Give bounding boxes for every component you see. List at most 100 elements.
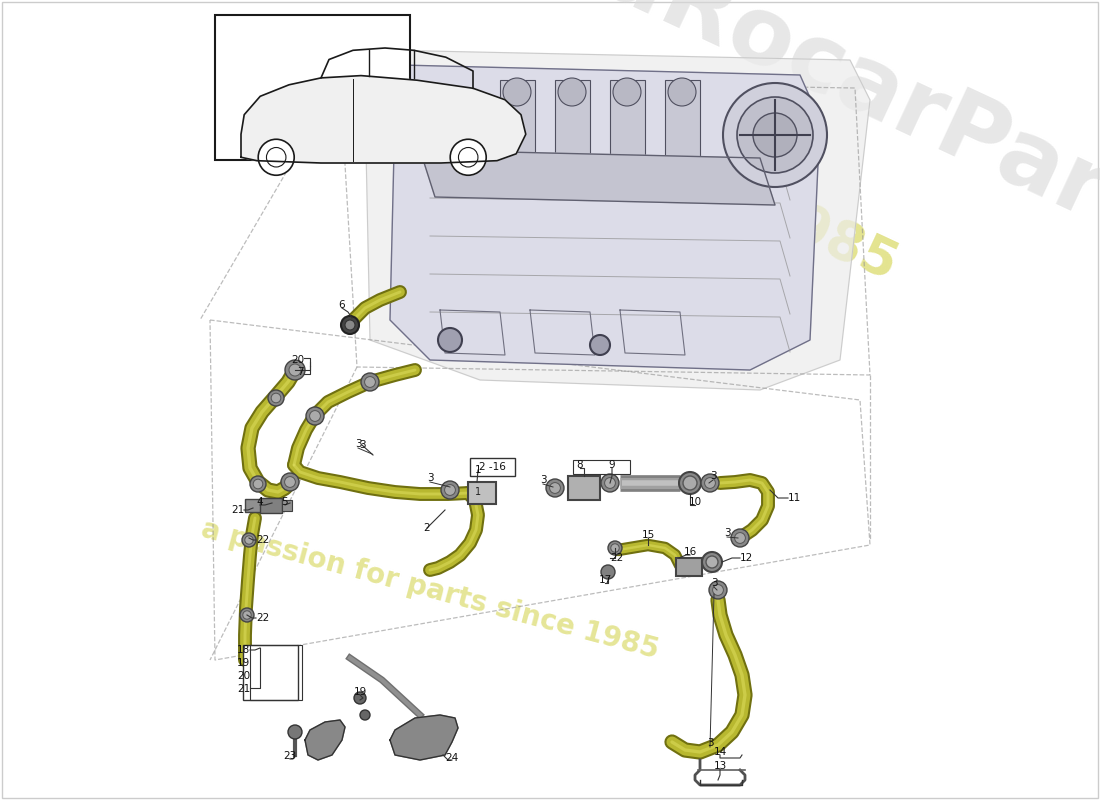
Bar (214, 15, 410, 160)
Text: 3: 3 (427, 473, 433, 483)
Text: 5: 5 (282, 497, 288, 507)
Text: 4: 4 (256, 497, 263, 507)
Circle shape (360, 710, 370, 720)
Circle shape (288, 725, 302, 739)
Text: 8: 8 (576, 460, 583, 470)
Circle shape (754, 113, 798, 157)
Text: 15: 15 (641, 530, 654, 540)
Text: 2: 2 (424, 523, 430, 533)
Text: 22: 22 (610, 553, 624, 563)
Circle shape (285, 360, 305, 380)
Polygon shape (241, 76, 526, 163)
Circle shape (701, 474, 719, 492)
Circle shape (710, 581, 727, 599)
Circle shape (450, 139, 486, 175)
Circle shape (706, 556, 718, 568)
Text: 22: 22 (256, 613, 270, 623)
Text: 3: 3 (724, 528, 730, 538)
Circle shape (280, 473, 299, 491)
Circle shape (309, 410, 320, 422)
Bar (676, 558, 702, 576)
Circle shape (441, 481, 459, 499)
Circle shape (438, 328, 462, 352)
Circle shape (705, 478, 715, 488)
Text: 1: 1 (475, 465, 482, 475)
Circle shape (613, 78, 641, 106)
Bar (500, 80, 535, 165)
Text: 13: 13 (714, 761, 727, 771)
Bar (245, 499, 265, 512)
Bar (468, 482, 496, 504)
Circle shape (737, 97, 813, 173)
Circle shape (444, 485, 455, 495)
Circle shape (268, 390, 284, 406)
Circle shape (240, 608, 254, 622)
Text: 21: 21 (231, 505, 244, 515)
Circle shape (723, 83, 827, 187)
Text: 9: 9 (608, 460, 615, 470)
Bar (556, 80, 590, 165)
Polygon shape (390, 715, 458, 760)
Circle shape (713, 585, 724, 595)
Circle shape (289, 364, 301, 376)
Text: 21: 21 (236, 684, 250, 694)
Text: 6: 6 (339, 300, 345, 310)
Text: 3: 3 (540, 475, 547, 485)
Circle shape (242, 533, 256, 547)
Text: 3: 3 (706, 738, 713, 748)
Text: 20: 20 (236, 671, 250, 681)
Circle shape (503, 78, 531, 106)
Circle shape (272, 393, 280, 403)
Bar (282, 500, 292, 511)
Circle shape (702, 552, 722, 572)
Circle shape (245, 536, 253, 544)
Circle shape (732, 529, 749, 547)
Bar (250, 645, 303, 700)
Circle shape (285, 477, 296, 487)
Text: 2 -16: 2 -16 (478, 462, 505, 472)
Text: 16: 16 (683, 547, 696, 557)
Circle shape (601, 474, 619, 492)
Text: 19: 19 (353, 687, 366, 697)
Circle shape (361, 373, 379, 391)
Text: 18: 18 (236, 645, 250, 655)
Text: since 1985: since 1985 (594, 109, 905, 291)
Circle shape (341, 316, 359, 334)
Text: 10: 10 (689, 497, 702, 507)
Circle shape (345, 320, 355, 330)
Circle shape (735, 533, 746, 543)
Text: 24: 24 (446, 753, 459, 763)
Text: 14: 14 (714, 747, 727, 757)
Text: 23: 23 (284, 751, 297, 761)
Circle shape (253, 479, 263, 489)
Circle shape (354, 692, 366, 704)
Bar (573, 460, 630, 474)
Circle shape (364, 377, 375, 387)
Circle shape (683, 476, 697, 490)
Text: 3: 3 (710, 471, 716, 481)
Polygon shape (305, 720, 345, 760)
Text: 3: 3 (711, 578, 717, 588)
Circle shape (605, 478, 615, 488)
Text: 17: 17 (598, 575, 612, 585)
Circle shape (601, 565, 615, 579)
Text: 3: 3 (359, 440, 365, 450)
Bar (568, 476, 600, 500)
Text: 20: 20 (290, 355, 304, 365)
Circle shape (590, 335, 610, 355)
Circle shape (610, 544, 619, 552)
Circle shape (258, 139, 294, 175)
Text: 1: 1 (475, 487, 481, 497)
Text: 3: 3 (354, 439, 361, 449)
Text: 11: 11 (788, 493, 801, 503)
Polygon shape (365, 50, 870, 390)
Bar (243, 645, 298, 700)
Circle shape (250, 476, 266, 492)
Text: 19: 19 (236, 658, 250, 668)
Bar (610, 80, 645, 165)
Circle shape (679, 472, 701, 494)
Bar (470, 458, 515, 476)
Text: 7: 7 (297, 367, 304, 377)
Circle shape (550, 482, 560, 494)
Circle shape (243, 611, 251, 619)
